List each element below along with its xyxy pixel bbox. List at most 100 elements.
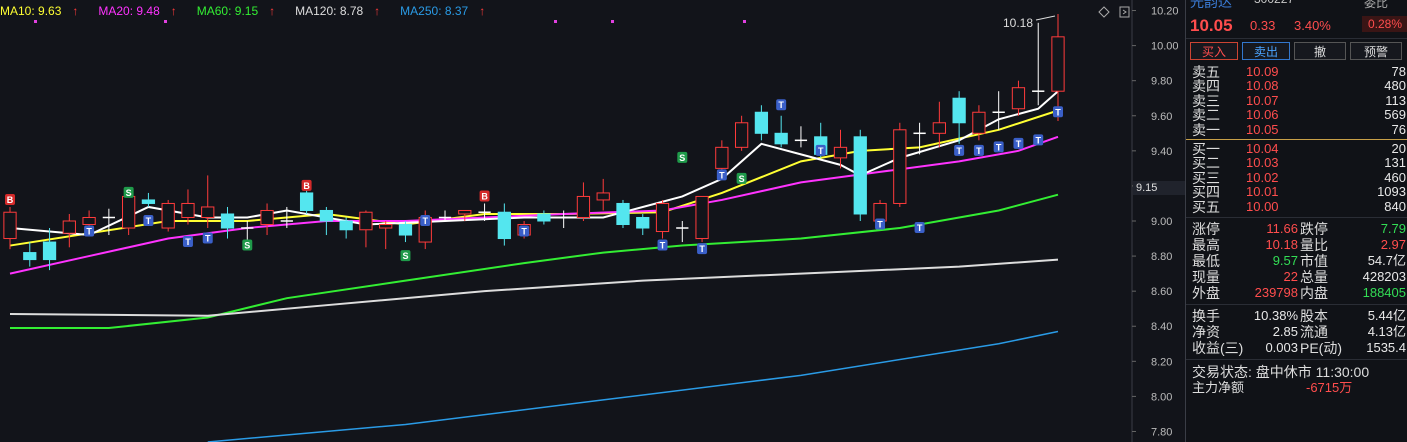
signal-badge — [400, 250, 411, 262]
bid-label: 买四 — [1192, 184, 1220, 201]
signal-badge — [954, 144, 965, 156]
crosshair-price-label: 9.15 — [1133, 181, 1188, 195]
stat-value: 2.97 — [1380, 236, 1406, 252]
alert-button[interactable]: 预警 — [1350, 42, 1402, 60]
candle-body — [319, 209, 334, 222]
bid-row[interactable]: 买三 10.02 460 — [1186, 169, 1407, 186]
stock-name[interactable]: 光韵达 — [1190, 0, 1232, 10]
signal-letter: T — [877, 220, 883, 230]
last-price: 10.05 — [1190, 16, 1233, 35]
candle-body — [220, 213, 235, 229]
candle-body — [181, 202, 195, 218]
trading-state: 交易状态: 盘中休市 11:30:00 — [1192, 363, 1370, 380]
ask-row[interactable]: 卖四 10.08 480 — [1186, 78, 1407, 95]
order-book-divider — [1186, 138, 1407, 140]
cancel-order-button[interactable]: 撤 — [1294, 42, 1346, 60]
kline-chart[interactable]: 10.2010.009.809.609.409.209.008.808.608.… — [0, 0, 1188, 442]
stat-label: 最低 — [1192, 252, 1220, 269]
candle-body — [655, 202, 670, 233]
candle-body — [141, 199, 156, 204]
signal-letter: T — [1016, 139, 1022, 149]
bid-volume: 460 — [1384, 169, 1406, 185]
ask-row[interactable]: 卖三 10.07 113 — [1186, 92, 1407, 109]
up-arrow-icon: ↑ — [170, 4, 177, 18]
ask-row[interactable]: 卖五 10.09 78 — [1186, 64, 1407, 79]
bid-label: 买三 — [1192, 169, 1220, 186]
signal-letter: T — [1035, 135, 1041, 145]
signal-letter: B — [7, 195, 14, 205]
stat-value: 0.003 — [1265, 339, 1298, 355]
signal-letter: T — [185, 237, 191, 247]
candle-body — [754, 111, 769, 134]
bid-label: 买一 — [1192, 140, 1220, 157]
price-change-percent: 3.40% — [1294, 18, 1331, 33]
event-marker — [164, 20, 167, 23]
stats-divider — [1186, 216, 1407, 218]
signal-badge — [1033, 134, 1044, 146]
y-tick-label: 9.80 — [1151, 76, 1172, 88]
buy-button[interactable]: 买入 — [1190, 42, 1238, 60]
moving-average-legend: MA10: 9.63 ↑ MA20: 9.48 ↑ MA60: 9.15 ↑ MA120: … — [0, 4, 505, 18]
event-marker — [34, 20, 37, 23]
stat-row: 最低 9.57 市值 54.7亿 — [1186, 253, 1407, 269]
candle-body — [537, 213, 551, 222]
stat-value: 10.18 — [1265, 236, 1298, 252]
signal-letter: T — [778, 100, 784, 110]
bid-volume: 131 — [1384, 155, 1406, 171]
event-marker — [554, 20, 557, 23]
stat-label: 量比 — [1300, 236, 1328, 253]
y-tick-label: 10.00 — [1151, 41, 1179, 53]
ask-label: 卖二 — [1192, 107, 1220, 124]
quote-header: 光韵达 300227 委比 10.05 0.33 3.40% 0.28% — [1186, 0, 1407, 39]
sell-button[interactable]: 卖出 — [1242, 42, 1290, 60]
y-tick-label: 8.20 — [1151, 356, 1172, 368]
stat-value: 54.7亿 — [1367, 252, 1406, 268]
ask-label: 卖三 — [1192, 92, 1220, 109]
signal-badge — [716, 169, 727, 181]
signal-letter: B — [303, 181, 310, 191]
signal-badge — [697, 243, 708, 255]
signal-letter: T — [956, 146, 962, 156]
signal-badge — [519, 225, 530, 237]
candle-body — [339, 220, 353, 231]
quote-stats-2: 换手 10.38% 股本 5.44亿 净资 2.85 流通 4.13亿 收益(三) 0.003 PE… — [1186, 308, 1407, 356]
candle-body — [82, 216, 96, 226]
bid-price: 10.03 — [1246, 155, 1279, 171]
candle-body — [774, 132, 788, 145]
signal-letter: T — [996, 142, 1002, 152]
signal-letter: B — [481, 191, 488, 201]
signal-badge — [84, 225, 95, 237]
stat-value: 9.57 — [1272, 252, 1298, 268]
high-price-annotation: 10.18 — [1003, 16, 1033, 30]
legend-label: MA250: 8.37 — [400, 4, 469, 18]
ask-row[interactable]: 卖一 10.05 76 — [1186, 121, 1407, 137]
y-tick-label: 7.80 — [1151, 426, 1172, 438]
ma-line — [9, 258, 1059, 317]
stat-value: 1535.4 — [1366, 339, 1406, 355]
signal-letter: S — [739, 174, 745, 184]
event-marker — [611, 20, 614, 23]
signal-letter: T — [917, 223, 923, 233]
candle-body — [596, 192, 610, 201]
signal-letter: T — [818, 146, 824, 156]
signal-badge — [815, 144, 826, 156]
signal-badge — [301, 179, 312, 191]
signal-badge — [143, 215, 154, 226]
candle-body — [23, 252, 37, 261]
stat-label: 跌停 — [1300, 220, 1328, 237]
signal-letter: S — [126, 188, 132, 198]
event-marker — [743, 20, 746, 23]
bid-row[interactable]: 买四 10.01 1093 — [1186, 184, 1407, 201]
bid-row[interactable]: 买五 10.00 840 — [1186, 199, 1407, 214]
high-annotation-pointer — [1035, 15, 1056, 21]
stat-row: 外盘 239798 内盘 188405 — [1186, 285, 1407, 301]
ask-row[interactable]: 卖二 10.06 569 — [1186, 107, 1407, 124]
weibi-value: 0.28% — [1362, 16, 1407, 32]
bid-row[interactable]: 买二 10.03 131 — [1186, 155, 1407, 171]
bid-row[interactable]: 买一 10.04 20 — [1186, 140, 1407, 157]
ask-label: 卖四 — [1192, 78, 1220, 95]
chart-canvas[interactable]: 10.2010.009.809.609.409.209.008.808.608.… — [0, 0, 1185, 442]
signal-letter: S — [402, 251, 408, 261]
candle-body — [201, 206, 215, 218]
ask-price: 10.05 — [1246, 121, 1279, 137]
